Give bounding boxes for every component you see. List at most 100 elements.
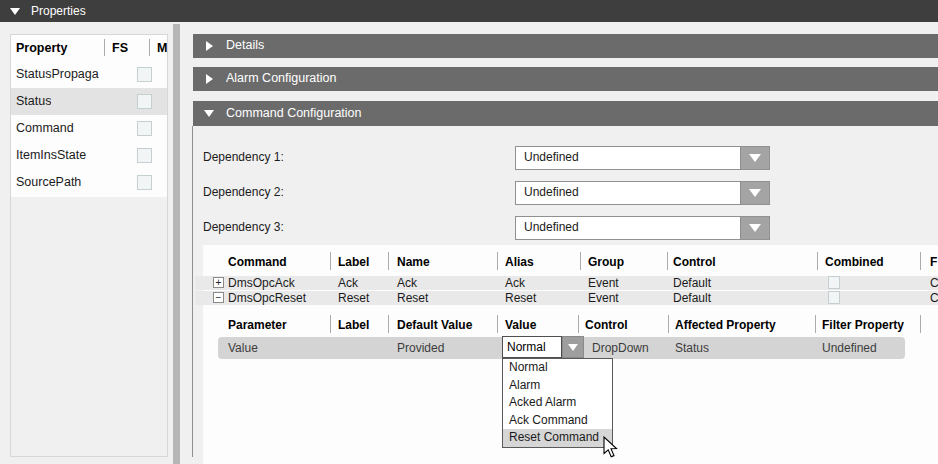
combined-col-header[interactable]: Combined — [825, 255, 884, 269]
cell-control: Default — [673, 291, 711, 305]
dependency-1-label: Dependency 1: — [203, 150, 284, 164]
cell-filter-property: Undefined — [822, 337, 877, 359]
column-separator[interactable] — [578, 315, 579, 333]
dropdown-option-alarm[interactable]: Alarm — [503, 377, 612, 395]
column-separator[interactable] — [817, 252, 818, 270]
column-separator[interactable] — [580, 252, 581, 270]
fs-checkbox[interactable] — [137, 67, 152, 82]
cell-clipped: C — [930, 291, 938, 305]
mouse-cursor — [603, 436, 619, 460]
dropdown-button[interactable] — [740, 147, 769, 169]
chevron-down-icon — [749, 189, 761, 197]
cell-label: Ack — [338, 276, 358, 290]
cell-command: DmsOpcReset — [228, 291, 306, 305]
expand-plus-icon[interactable]: + — [213, 277, 224, 288]
property-row-sourcepath[interactable]: SourcePath — [11, 169, 167, 196]
dropdown-option-ack-command[interactable]: Ack Command — [503, 412, 612, 430]
name-col-header[interactable]: Name — [397, 255, 430, 269]
chevron-down-icon — [568, 344, 578, 351]
column-separator[interactable] — [497, 252, 498, 270]
panel-splitter[interactable] — [173, 24, 180, 464]
fs-checkbox[interactable] — [137, 94, 152, 109]
column-header-fs[interactable]: FS — [112, 41, 128, 55]
chevron-down-icon — [749, 224, 761, 232]
dropdown-button[interactable] — [740, 217, 769, 239]
column-header-property[interactable]: Property — [16, 41, 67, 55]
column-separator[interactable] — [920, 252, 921, 270]
alias-col-header[interactable]: Alias — [505, 255, 534, 269]
clipped-col-header: F — [930, 255, 937, 269]
label-col-header[interactable]: Label — [338, 318, 369, 332]
fs-checkbox[interactable] — [137, 148, 152, 163]
section-header-command-configuration[interactable]: Command Configuration — [193, 101, 938, 126]
control-col-header[interactable]: Control — [585, 318, 628, 332]
titlebar-label: Properties — [31, 4, 86, 18]
cell-name: Reset — [397, 291, 428, 305]
section-label: Command Configuration — [226, 106, 362, 120]
column-separator[interactable] — [667, 252, 668, 270]
fs-checkbox[interactable] — [137, 121, 152, 136]
cell-default-value: Provided — [397, 337, 444, 359]
combined-checkbox[interactable] — [828, 291, 840, 304]
cell-affected-property: Status — [675, 337, 709, 359]
property-row-label: SourcePath — [16, 175, 81, 189]
column-separator[interactable] — [388, 252, 389, 270]
property-grid-panel: Property FS M StatusPropaga Status Comma… — [10, 34, 168, 457]
column-separator[interactable] — [668, 315, 669, 333]
column-separator[interactable] — [104, 39, 105, 56]
property-row-label: StatusPropaga — [16, 67, 99, 81]
dependency-1-combobox[interactable]: Undefined — [515, 146, 770, 170]
table-row-dmsopcreset[interactable]: − DmsOpcReset Reset Reset Reset Event De… — [195, 291, 938, 305]
collapse-minus-icon[interactable]: − — [213, 292, 224, 303]
property-row-label: Status — [16, 94, 51, 108]
filter-property-col-header[interactable]: Filter Property — [822, 318, 904, 332]
cell-control: Default — [673, 276, 711, 290]
section-header-details[interactable]: Details — [193, 34, 938, 58]
label-col-header[interactable]: Label — [338, 255, 369, 269]
dropdown-option-acked-alarm[interactable]: Acked Alarm — [503, 394, 612, 412]
collapse-triangle-icon[interactable] — [10, 8, 20, 15]
fs-checkbox[interactable] — [137, 175, 152, 190]
chevron-down-icon — [749, 154, 761, 162]
collapse-triangle-icon — [204, 110, 214, 117]
cell-group: Event — [588, 291, 619, 305]
combobox-value: Undefined — [524, 220, 579, 234]
property-row-statuspropagation[interactable]: StatusPropaga — [11, 61, 167, 88]
cell-clipped: C — [930, 276, 938, 290]
cell-label: Reset — [338, 291, 369, 305]
section-header-alarm-configuration[interactable]: Alarm Configuration — [193, 67, 938, 91]
column-separator[interactable] — [330, 252, 331, 270]
dependency-2-combobox[interactable]: Undefined — [515, 181, 770, 205]
default-value-col-header[interactable]: Default Value — [397, 318, 472, 332]
section-body-border — [192, 126, 193, 457]
table-row-dmsopcack[interactable]: + DmsOpcAck Ack Ack Ack Event Default C — [195, 276, 938, 290]
column-separator[interactable] — [920, 315, 921, 333]
property-row-label: ItemInsState — [16, 148, 86, 162]
combobox-value: Undefined — [524, 185, 579, 199]
dropdown-option-reset-command[interactable]: Reset Command — [503, 429, 612, 447]
property-row-status[interactable]: Status — [11, 88, 167, 115]
dropdown-button[interactable] — [562, 336, 584, 358]
control-col-header[interactable]: Control — [673, 255, 716, 269]
column-separator[interactable] — [815, 315, 816, 333]
property-row-command[interactable]: Command — [11, 115, 167, 142]
combobox-value: Undefined — [524, 150, 579, 164]
value-col-header[interactable]: Value — [505, 318, 536, 332]
column-separator[interactable] — [497, 315, 498, 333]
group-col-header[interactable]: Group — [588, 255, 624, 269]
dependency-3-combobox[interactable]: Undefined — [515, 216, 770, 240]
affected-property-col-header[interactable]: Affected Property — [675, 318, 776, 332]
property-row-label: Command — [16, 121, 74, 135]
command-col-header[interactable]: Command — [228, 255, 287, 269]
property-row-iteminsstate[interactable]: ItemInsState — [11, 142, 167, 169]
combined-checkbox[interactable] — [828, 276, 840, 289]
column-separator[interactable] — [330, 315, 331, 333]
dropdown-button[interactable] — [740, 182, 769, 204]
value-combobox[interactable]: Normal — [502, 336, 562, 358]
column-separator[interactable] — [388, 315, 389, 333]
section-label: Alarm Configuration — [226, 71, 336, 85]
column-header-m[interactable]: M — [157, 41, 167, 55]
parameter-col-header[interactable]: Parameter — [228, 318, 287, 332]
column-separator[interactable] — [149, 39, 150, 56]
dropdown-option-normal[interactable]: Normal — [503, 359, 612, 377]
